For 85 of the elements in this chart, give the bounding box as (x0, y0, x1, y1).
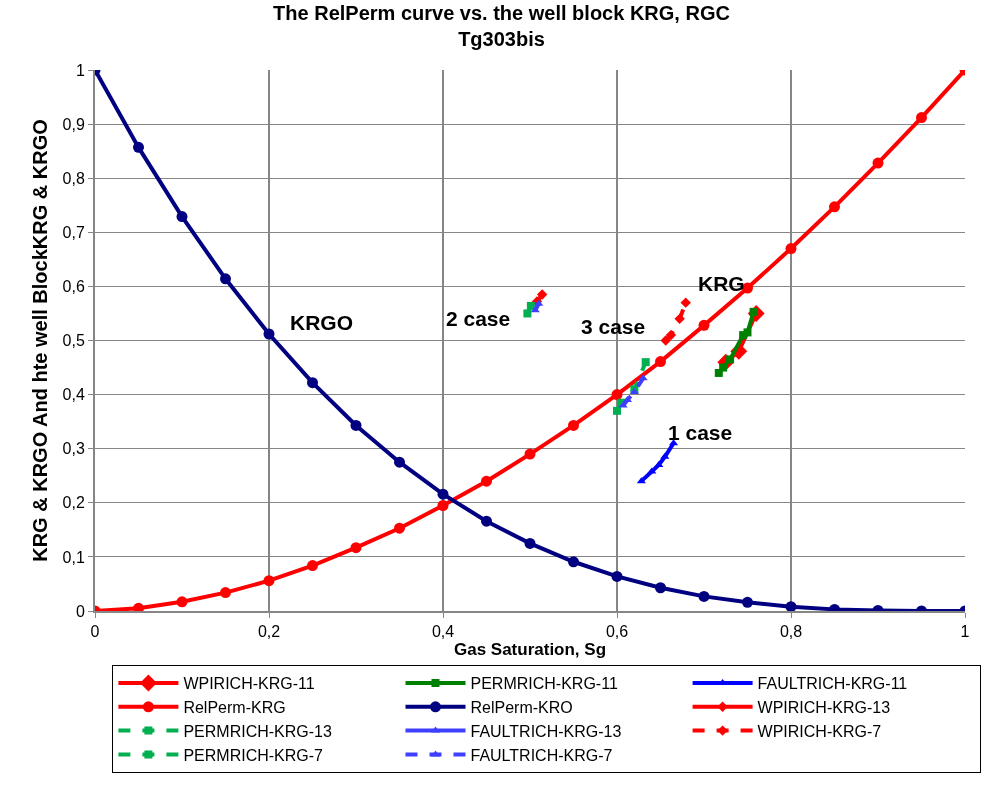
point (636, 477, 646, 484)
x-tick-label: 1 (960, 623, 970, 641)
x-tick-label: 0,4 (431, 623, 455, 641)
y-tick-label: 0,9 (62, 115, 85, 133)
point (133, 141, 144, 153)
y-tick-label: 0,5 (62, 332, 85, 350)
point (568, 419, 579, 431)
point (176, 596, 188, 608)
point (641, 358, 650, 367)
point (698, 319, 710, 331)
y-tick-label: 0,6 (62, 278, 85, 295)
legend-label: WPIRICH-KRG-11 (183, 675, 315, 693)
point (872, 157, 884, 169)
y-tick-label: 0,2 (62, 494, 85, 512)
point (350, 419, 362, 431)
point (611, 570, 623, 582)
point (674, 313, 685, 325)
point (829, 201, 840, 213)
point (133, 602, 144, 611)
point (437, 488, 449, 500)
legend-label: PERMRICH-KRG-13 (183, 722, 332, 740)
annotation: KRG (698, 272, 745, 295)
point (176, 211, 188, 223)
point (394, 522, 405, 534)
point (263, 328, 275, 340)
point (611, 389, 623, 401)
point (536, 289, 548, 300)
chart-subtitle: Tg303bis (458, 27, 545, 50)
point (394, 456, 405, 468)
legend-label: FAULTRICH-KRG-7 (470, 746, 613, 764)
point (523, 309, 532, 318)
point (654, 460, 664, 467)
legend-label: WPIRICH-KRG-13 (757, 699, 891, 717)
point (481, 515, 492, 527)
x-tick-label: 0 (90, 623, 100, 641)
point (785, 243, 797, 255)
x-tick-label: 0,8 (779, 623, 803, 641)
point (742, 596, 753, 608)
legend-label: WPIRICH-KRG-7 (757, 722, 882, 740)
annotation: 2 case (446, 307, 511, 330)
point (665, 329, 677, 341)
point (350, 542, 362, 554)
legend-label: RelPerm-KRG (183, 699, 286, 717)
legend-label: FAULTRICH-KRG-11 (757, 675, 908, 693)
annotation: KRGO (290, 311, 353, 334)
point (655, 356, 666, 368)
point (655, 582, 666, 594)
point (785, 601, 797, 611)
y-tick-label: 0,1 (62, 548, 85, 566)
point (660, 335, 671, 346)
point (743, 328, 752, 337)
point (307, 377, 318, 389)
y-tick-label: 1 (75, 61, 85, 79)
y-axis-title: KRG & KRGO And hte well BlockKRG & KRGO (28, 119, 51, 562)
point (698, 590, 710, 602)
legend-label: FAULTRICH-KRG-13 (470, 722, 622, 740)
x-axis-title: Gas Saturation, Sg (453, 640, 607, 660)
annotation: 3 case (581, 315, 646, 338)
y-tick-label: 0,3 (62, 440, 85, 458)
point (568, 556, 579, 568)
annotation: 1 case (668, 421, 733, 444)
point (916, 112, 927, 124)
legend-label: PERMRICH-KRG-11 (470, 675, 618, 693)
point (719, 363, 728, 372)
x-tick-label: 0,2 (257, 623, 281, 641)
y-tick-label: 0,8 (62, 169, 85, 187)
point (220, 587, 231, 599)
point (481, 475, 492, 487)
x-tick-label: 0,6 (605, 623, 629, 641)
legend-label: RelPerm-KRO (470, 699, 573, 717)
y-tick-label: 0,4 (62, 386, 85, 404)
point (524, 537, 536, 549)
y-tick-label: 0,7 (62, 223, 85, 241)
point (220, 273, 231, 285)
point (263, 575, 275, 587)
y-tick-label: 0 (75, 602, 85, 620)
point (524, 448, 536, 460)
point (613, 406, 621, 415)
chart-title: The RelPerm curve vs. the well block KRG, RGC (273, 1, 730, 24)
point (307, 560, 318, 572)
point (660, 452, 670, 459)
point (437, 500, 449, 512)
point (526, 301, 535, 310)
point (680, 297, 691, 308)
legend-label: PERMRICH-KRG-7 (183, 746, 324, 764)
